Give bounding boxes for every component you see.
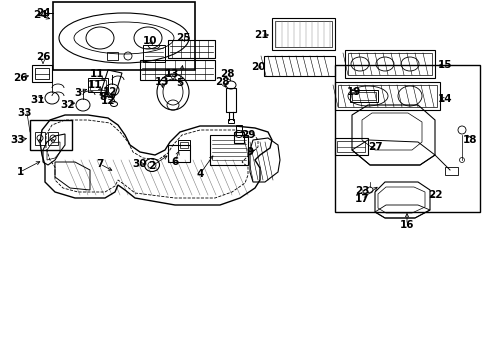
Text: 22: 22 [427, 190, 441, 200]
Text: 20: 20 [250, 62, 264, 72]
Text: 13: 13 [154, 77, 169, 87]
Text: 12: 12 [102, 87, 117, 97]
Bar [225, 88, 236, 112]
Text: 15: 15 [437, 60, 451, 70]
Text: 26: 26 [13, 73, 27, 83]
Text: 21: 21 [253, 30, 268, 40]
Text: 12: 12 [101, 96, 115, 106]
Text: 24: 24 [33, 10, 47, 20]
Text: 7: 7 [96, 159, 103, 169]
Text: 32: 32 [61, 100, 75, 110]
Text: 6: 6 [171, 157, 178, 167]
Bar [234, 132, 244, 143]
Bar [30, 120, 72, 150]
Text: 9: 9 [246, 147, 253, 157]
Text: 23: 23 [354, 186, 368, 196]
Text: 25: 25 [175, 33, 190, 43]
Text: 14: 14 [437, 94, 451, 104]
Text: 31: 31 [31, 95, 45, 105]
Bar [236, 125, 242, 135]
Text: 29: 29 [240, 130, 255, 140]
Bar [227, 119, 234, 123]
Text: 11: 11 [87, 80, 102, 90]
Text: 33: 33 [18, 108, 32, 118]
Text: 10: 10 [142, 36, 157, 46]
Text: 33: 33 [11, 135, 25, 145]
Text: 8: 8 [99, 92, 106, 102]
Text: 1: 1 [16, 167, 23, 177]
Bar [107, 52, 118, 60]
Text: 4: 4 [196, 169, 203, 179]
Text: 5: 5 [176, 78, 183, 88]
Text: 30: 30 [132, 159, 147, 169]
Text: 18: 18 [462, 135, 476, 145]
Text: 27: 27 [367, 142, 382, 152]
Bar [334, 65, 479, 212]
Text: 13: 13 [164, 69, 179, 79]
Bar [53, 2, 195, 70]
Text: 2: 2 [148, 161, 155, 171]
Text: 19: 19 [346, 87, 361, 97]
Text: 26: 26 [36, 52, 50, 62]
Text: 28: 28 [214, 77, 229, 87]
Text: 28: 28 [219, 69, 234, 79]
Text: 11: 11 [90, 69, 104, 79]
Bar [35, 132, 45, 145]
Text: 16: 16 [399, 220, 413, 230]
Text: 17: 17 [354, 194, 368, 204]
Text: 3: 3 [74, 88, 81, 98]
Bar [48, 132, 58, 145]
Text: 24: 24 [36, 8, 50, 18]
